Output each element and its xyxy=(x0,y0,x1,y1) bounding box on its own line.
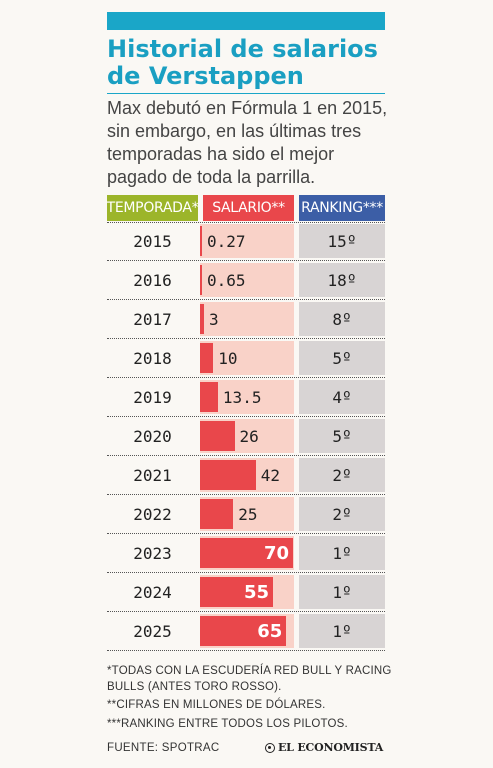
salary-value: 3 xyxy=(208,309,219,329)
row-separator xyxy=(107,338,385,339)
source-credit: FUENTE: SPOTRAC xyxy=(107,742,220,754)
ranking-value: 5º xyxy=(332,348,352,368)
ranking-cell xyxy=(299,575,385,609)
salary-bar xyxy=(200,421,235,451)
ranking-cell xyxy=(299,224,385,258)
season-label: 2018 xyxy=(133,348,172,368)
salary-cell xyxy=(200,302,294,336)
salary-cell xyxy=(200,341,294,375)
ranking-cell xyxy=(299,458,385,492)
row-separator xyxy=(107,533,385,534)
ranking-value: 18º xyxy=(327,270,357,290)
season-label: 2024 xyxy=(133,582,172,602)
row-separator xyxy=(107,260,385,261)
salary-value: 65 xyxy=(257,620,283,642)
chart-title: Historial de salarios de Verstappen xyxy=(107,35,378,90)
ranking-value: 5º xyxy=(332,426,352,446)
salary-value: 0.27 xyxy=(207,231,246,251)
column-header-ranking: RANKING*** xyxy=(299,195,385,221)
season-label: 2022 xyxy=(133,504,172,524)
ranking-value: 4º xyxy=(332,387,352,407)
salary-cell xyxy=(200,224,294,258)
row-separator xyxy=(107,416,385,417)
logo-mark-icon xyxy=(265,742,275,753)
row-separator xyxy=(107,494,385,495)
ranking-value: 1º xyxy=(332,582,352,602)
salary-bar xyxy=(200,577,274,607)
title-divider xyxy=(107,93,385,94)
salary-bar xyxy=(200,343,214,373)
column-header-season: TEMPORADA* xyxy=(107,195,199,221)
ranking-cell xyxy=(299,497,385,531)
season-label: 2016 xyxy=(133,270,172,290)
row-separator xyxy=(107,455,385,456)
salary-bar xyxy=(200,382,218,412)
salary-bar xyxy=(200,616,287,646)
salary-cell xyxy=(200,263,294,297)
salary-value: 70 xyxy=(263,542,289,564)
salary-bar xyxy=(200,304,204,334)
ranking-cell xyxy=(299,419,385,453)
logo-text: EL ECONOMISTA xyxy=(278,741,384,754)
row-separator xyxy=(107,572,385,573)
salary-value: 10 xyxy=(218,348,238,368)
season-label: 2017 xyxy=(133,309,172,329)
header-accent-bar xyxy=(107,12,385,30)
season-label: 2023 xyxy=(133,543,172,563)
chart-subtitle: Max debutó en Fórmula 1 en 2015, sin emb… xyxy=(107,98,388,187)
publisher-logo: EL ECONOMISTA xyxy=(265,741,383,754)
season-label: 2021 xyxy=(133,465,172,485)
salary-value: 13.5 xyxy=(222,387,262,407)
ranking-cell xyxy=(299,536,385,570)
salary-bar xyxy=(200,499,234,529)
footnote-currency: **CIFRAS EN MILLONES DE DÓLARES. xyxy=(107,699,326,711)
ranking-value: 8º xyxy=(332,309,352,329)
row-separator xyxy=(107,650,385,651)
ranking-value: 2º xyxy=(332,465,352,485)
salary-bar xyxy=(200,226,202,256)
row-separator xyxy=(107,222,385,223)
salary-bar xyxy=(200,538,293,568)
ranking-cell xyxy=(299,380,385,414)
ranking-cell xyxy=(299,614,385,648)
row-separator xyxy=(107,299,385,300)
salary-bar xyxy=(200,460,256,490)
ranking-cell xyxy=(299,263,385,297)
ranking-value: 15º xyxy=(327,231,357,251)
ranking-cell xyxy=(299,341,385,375)
row-separator xyxy=(107,377,385,378)
footnote-ranking: ***RANKING ENTRE TODOS LOS PILOTOS. xyxy=(107,718,348,730)
salary-value: 0.65 xyxy=(207,270,246,290)
salary-value: 26 xyxy=(239,426,259,446)
footnote-team: *TODAS CON LA ESCUDERÍA RED BULL Y RACIN… xyxy=(107,665,392,693)
ranking-value: 2º xyxy=(332,504,352,524)
season-label: 2019 xyxy=(133,387,172,407)
ranking-value: 1º xyxy=(332,543,352,563)
row-separator xyxy=(107,611,385,612)
season-label: 2015 xyxy=(133,231,172,251)
season-label: 2025 xyxy=(133,621,172,641)
ranking-cell xyxy=(299,302,385,336)
season-label: 2020 xyxy=(133,426,172,446)
salary-value: 25 xyxy=(238,504,258,524)
salary-value: 55 xyxy=(244,581,270,603)
ranking-value: 1º xyxy=(332,621,352,641)
salary-bar xyxy=(200,265,202,295)
salary-value: 42 xyxy=(260,465,281,485)
column-header-salary: SALARIO** xyxy=(203,195,294,221)
